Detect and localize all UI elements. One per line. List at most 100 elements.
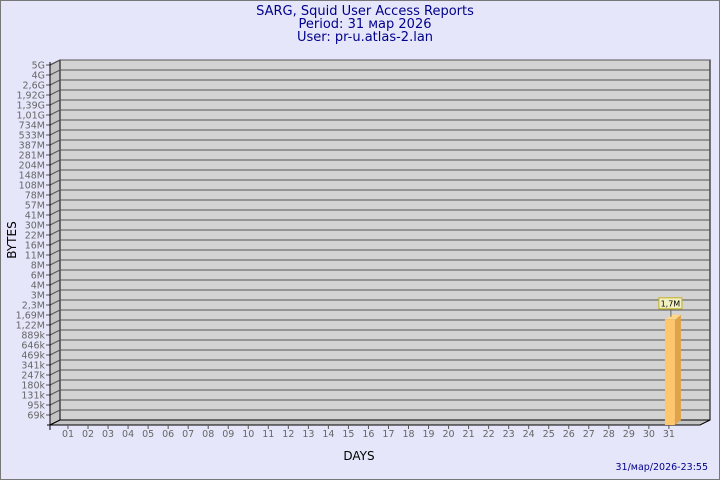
gridline-depth [49, 319, 61, 326]
y-tick-label: 889k [21, 331, 45, 342]
x-tick-label: 09 [222, 429, 234, 440]
gridline-depth [49, 229, 61, 236]
bar-side [674, 314, 681, 425]
x-tick-label: 21 [463, 429, 475, 440]
y-tick-label: 148M [19, 171, 45, 182]
gridline-depth [49, 249, 61, 256]
x-tick-label: 17 [382, 429, 394, 440]
y-tick-label: 734M [19, 121, 45, 132]
x-tick-label: 10 [242, 429, 254, 440]
gridline-depth [49, 129, 61, 136]
gridline-depth [49, 79, 61, 86]
y-tick-label: 281M [19, 151, 45, 162]
x-tick-label: 13 [302, 429, 314, 440]
x-tick-label: 26 [563, 429, 575, 440]
y-tick-label: 1,39G [16, 101, 45, 112]
gridline-depth [49, 409, 61, 416]
gridline-depth [49, 299, 61, 306]
y-axis-label: BYTES [5, 221, 19, 258]
y-tick-label: 4M [31, 281, 45, 292]
gridline-depth [49, 369, 61, 376]
x-tick-label: 25 [543, 429, 555, 440]
x-tick-label: 01 [62, 429, 74, 440]
x-tick-label: 12 [282, 429, 294, 440]
y-tick-label: 22M [25, 231, 45, 242]
y-tick-label: 6M [31, 271, 45, 282]
x-tick-label: 24 [523, 429, 535, 440]
x-tick-label: 30 [643, 429, 655, 440]
gridline-depth [49, 329, 61, 336]
x-tick-label: 04 [122, 429, 134, 440]
y-tick-label: 180k [21, 381, 45, 392]
x-tick-label: 03 [102, 429, 114, 440]
y-tick-label: 57M [25, 201, 45, 212]
gridline-depth [49, 199, 61, 206]
gridline-depth [49, 259, 61, 266]
x-tick-label: 08 [202, 429, 214, 440]
x-tick-label: 23 [503, 429, 515, 440]
y-tick-label: 1,69M [16, 311, 45, 322]
gridline-depth [49, 119, 61, 126]
gridline-depth [49, 149, 61, 156]
x-axis-label: DAYS [343, 449, 374, 463]
y-tick-label: 2,3M [22, 301, 45, 312]
gridline-depth [49, 389, 61, 396]
y-tick-label: 95k [27, 401, 45, 412]
x-tick-label: 20 [443, 429, 455, 440]
gridline-depth [49, 239, 61, 246]
y-tick-label: 341k [21, 361, 45, 372]
gridline-depth [49, 379, 61, 386]
bar-top [664, 314, 681, 320]
gridline-depth [49, 399, 61, 406]
gridline-depth [49, 69, 61, 76]
data-label: 1,7M [661, 299, 681, 308]
gridline-depth [49, 279, 61, 286]
gridline-depth [49, 99, 61, 106]
y-tick-label: 30M [25, 221, 45, 232]
gridline-depth [49, 159, 61, 166]
gridline-depth [49, 269, 61, 276]
x-tick-label: 31 [663, 429, 675, 440]
gridline-depth [49, 209, 61, 216]
x-tick-label: 02 [82, 429, 94, 440]
y-tick-label: 8M [31, 261, 45, 272]
y-tick-label: 4G [32, 71, 45, 82]
data-label-box [658, 297, 683, 310]
y-tick-label: 5G [32, 61, 45, 72]
y-tick-label: 1,22M [16, 321, 45, 332]
x-tick-label: 22 [483, 429, 495, 440]
x-tick-label: 14 [322, 429, 334, 440]
gridline-depth [49, 349, 61, 356]
x-tick-label: 16 [362, 429, 374, 440]
chart-subtitle-user: User: pr-u.atlas-2.lan [297, 30, 433, 45]
gridline-depth [49, 289, 61, 296]
y-tick-label: 2,6G [23, 81, 45, 92]
gridline-depth [49, 189, 61, 196]
x-tick-label: 07 [182, 429, 194, 440]
gridline-depth [49, 139, 61, 146]
generated-timestamp: 31/мар/2026-23:55 [616, 462, 709, 473]
y-tick-label: 78M [25, 191, 45, 202]
y-tick-label: 469k [21, 351, 45, 362]
chart-title: SARG, Squid User Access Reports [256, 4, 474, 19]
y-tick-label: 1,01G [16, 111, 45, 122]
y-tick-label: 1,92G [16, 91, 45, 102]
chart-subtitle-period: Period: 31 мар 2026 [299, 17, 432, 32]
x-tick-label: 27 [583, 429, 595, 440]
floor [49, 419, 711, 426]
y-tick-label: 11M [25, 251, 45, 262]
gridline-depth [49, 339, 61, 346]
gridline-depth [49, 59, 61, 66]
x-tick-label: 05 [142, 429, 154, 440]
bar-front [664, 319, 675, 425]
y-tick-label: 533M [19, 131, 45, 142]
y-tick-label: 69k [27, 411, 45, 422]
x-tick-label: 28 [603, 429, 615, 440]
x-tick-label: 15 [342, 429, 354, 440]
gridline-depth [49, 359, 61, 366]
y-tick-label: 204M [19, 161, 45, 172]
x-tick-label: 18 [402, 429, 414, 440]
y-tick-label: 108M [19, 181, 45, 192]
y-tick-label: 387M [19, 141, 45, 152]
